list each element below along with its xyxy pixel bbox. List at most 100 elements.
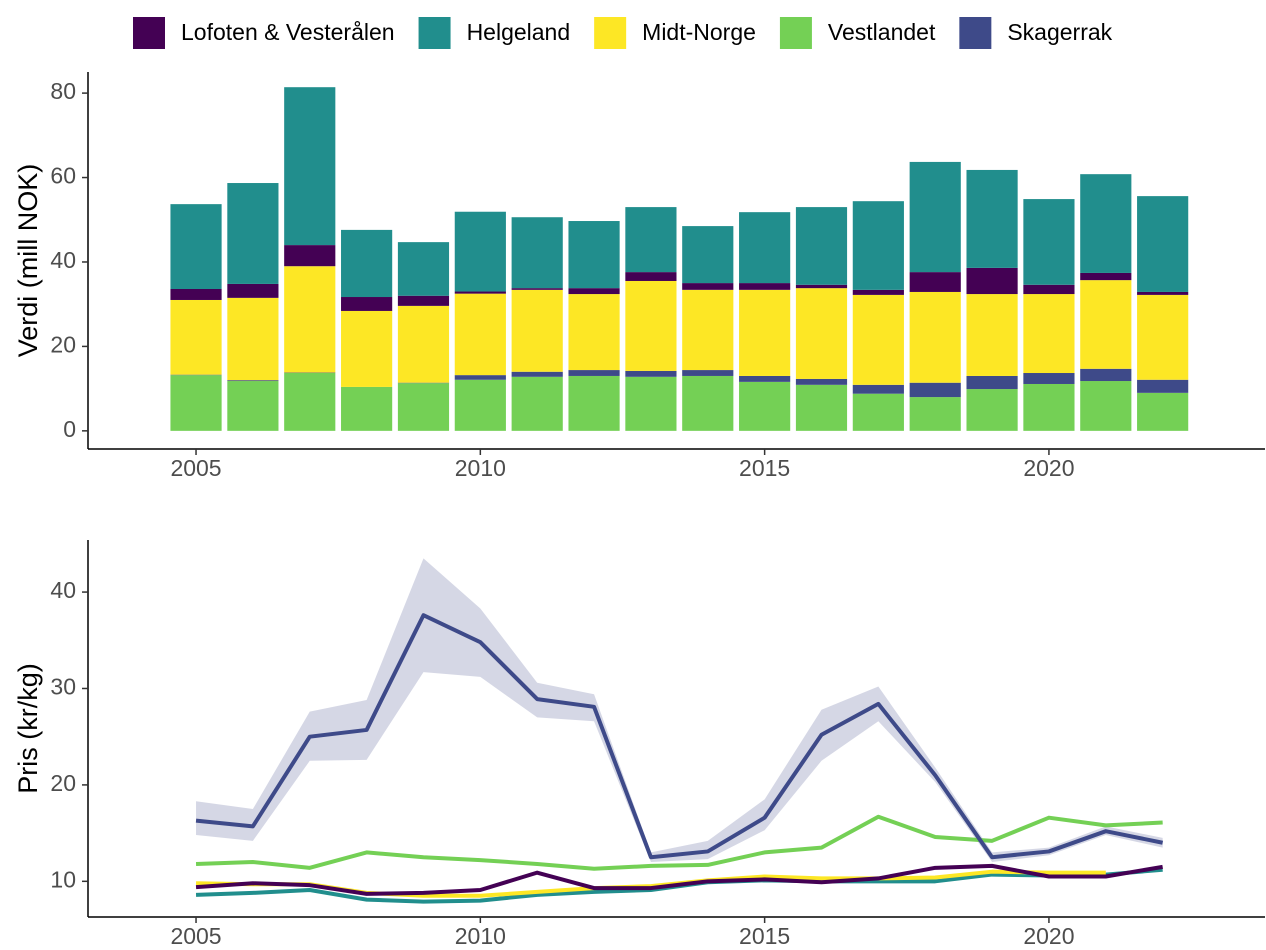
bar-segment [739, 283, 791, 290]
bar-segment [795, 207, 848, 285]
bar-segment [1137, 196, 1189, 292]
bar-segment [966, 375, 1018, 390]
bar-segment [852, 294, 904, 385]
bar-segment [454, 291, 506, 294]
y-axis-title: Pris (kr/kg) [13, 663, 43, 794]
bar-segment [909, 382, 961, 398]
bar-segment [852, 201, 904, 290]
bar-segment [397, 295, 450, 306]
bar-segment [909, 161, 961, 273]
series-line [195, 814, 1163, 871]
bar-segment [966, 389, 1018, 431]
bar-segment [1137, 379, 1189, 393]
x-tick-label: 2020 [1023, 923, 1074, 949]
bar-segment [682, 226, 734, 284]
bar-segment [227, 297, 279, 381]
bar-segment [1080, 381, 1132, 431]
bar-segment [568, 370, 620, 376]
bar-segment [625, 272, 677, 281]
bar-segment [511, 217, 563, 289]
bar-segment [284, 373, 336, 431]
bar-segment [739, 381, 791, 431]
legend-label: Vestlandet [828, 19, 936, 45]
confidence-band [196, 558, 1163, 863]
bar-segment [227, 183, 279, 284]
bar-segment [1080, 280, 1132, 369]
bar-segment [454, 375, 506, 380]
bar-segment [1137, 294, 1189, 380]
legend-swatch [779, 17, 812, 49]
bar-segment [284, 87, 336, 246]
y-tick-label: 40 [50, 577, 76, 603]
bar-segment [739, 289, 791, 376]
x-tick-label: 2010 [455, 455, 506, 481]
bar-segment [170, 375, 222, 431]
bar-segment [1080, 174, 1132, 273]
bar-segment [852, 384, 904, 394]
bar-segment [682, 289, 734, 371]
bar-segment [909, 291, 961, 383]
series-line [195, 863, 1163, 896]
bar-segment [625, 280, 677, 371]
bar-segment [341, 310, 393, 387]
bar-segment [1023, 383, 1075, 431]
x-tick-label: 2020 [1023, 455, 1074, 481]
y-tick-label: 80 [50, 78, 76, 104]
bar-segment [454, 211, 506, 292]
bar-segment [1137, 392, 1189, 431]
series-line [195, 613, 1164, 860]
bar-segment [341, 297, 393, 311]
bar-segment [966, 267, 1018, 295]
bar-segment [397, 383, 450, 431]
bar-segment [454, 379, 506, 431]
bar-segment [682, 283, 734, 290]
bar-segment [1023, 294, 1075, 374]
y-tick-label: 20 [50, 331, 76, 357]
bar-segment [682, 370, 734, 376]
legend-label: Skagerrak [1007, 19, 1112, 45]
bar-segment [568, 288, 620, 295]
y-tick-label: 10 [50, 866, 76, 892]
bar-segment [397, 242, 450, 296]
bar-segment [966, 294, 1018, 376]
legend-swatch [594, 17, 627, 49]
bar-segment [682, 375, 734, 431]
x-tick-label: 2005 [170, 455, 221, 481]
legend-label: Lofoten & Vesterålen [181, 19, 395, 45]
legend-swatch [133, 17, 165, 49]
bar-segment [227, 381, 279, 431]
bar-segment [227, 380, 279, 382]
bar-segment [170, 299, 222, 375]
bar-segment [341, 386, 393, 431]
y-tick-label: 20 [50, 770, 76, 796]
bar-segment [511, 376, 563, 431]
bar-segment [568, 294, 620, 371]
x-tick-label: 2015 [739, 455, 790, 481]
bar-segment [568, 375, 620, 431]
bar-segment [1023, 199, 1075, 285]
x-tick-label: 2010 [455, 923, 506, 949]
bar-segment [170, 204, 222, 289]
y-tick-label: 0 [63, 416, 76, 442]
legend-label: Midt-Norge [642, 19, 756, 45]
bar-segment [1023, 284, 1075, 295]
y-tick-label: 40 [50, 247, 76, 273]
legend-swatch [959, 17, 992, 49]
bar-segment [397, 305, 450, 383]
bar-segment [852, 289, 904, 295]
bar-segment [284, 266, 336, 373]
bar-segment [909, 397, 961, 431]
x-tick-label: 2015 [739, 923, 790, 949]
legend-label: Helgeland [467, 19, 571, 45]
bar-segment [454, 293, 506, 376]
bar-segment [511, 289, 563, 372]
bar-segment [739, 212, 791, 284]
bar-segment [1023, 373, 1075, 384]
x-tick-label: 2005 [170, 923, 221, 949]
bar-segment [1137, 291, 1189, 295]
bar-segment [568, 221, 620, 289]
bar-segment [966, 169, 1018, 268]
bar-segment [511, 371, 563, 377]
bar-segment [625, 207, 677, 273]
y-axis-title: Verdi (mill NOK) [13, 164, 43, 358]
